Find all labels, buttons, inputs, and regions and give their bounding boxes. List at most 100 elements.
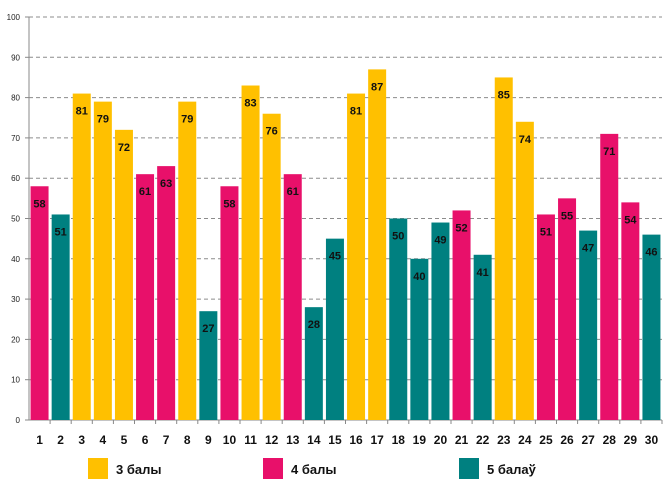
grid-layer — [29, 16, 662, 381]
x-tick-label: 11 — [244, 433, 257, 447]
label-layer: 58 51 81 79 72 61 63 79 27 58 83 76 61 28 45 81 87 50 40 49… — [33, 81, 657, 335]
bar — [579, 230, 598, 420]
x-tick-label: 18 — [392, 433, 406, 447]
y-tick-label: 90 — [11, 53, 20, 62]
x-tick-label: 15 — [328, 433, 342, 447]
x-tick-label: 19 — [413, 433, 427, 447]
x-tick-label: 2 — [57, 433, 64, 447]
legend-label: 3 балы — [116, 462, 161, 477]
x-tick-label: 29 — [624, 433, 638, 447]
data-label: 63 — [160, 178, 172, 190]
legend-label: 5 балаў — [487, 462, 537, 477]
x-tick-label: 10 — [223, 433, 237, 447]
data-label: 61 — [139, 186, 151, 198]
data-label: 61 — [287, 186, 299, 198]
bar — [325, 238, 344, 420]
data-label: 51 — [55, 226, 67, 238]
bar — [347, 93, 366, 420]
bar — [157, 166, 176, 420]
x-tick-label: 20 — [434, 433, 448, 447]
bar — [621, 202, 640, 420]
bar — [389, 218, 408, 420]
data-label: 83 — [244, 98, 256, 110]
data-label: 72 — [118, 142, 130, 154]
data-label: 58 — [33, 198, 45, 210]
bar — [452, 210, 471, 420]
data-label: 81 — [76, 106, 88, 118]
bar — [136, 174, 155, 420]
bar — [93, 101, 112, 420]
data-label: 58 — [223, 198, 235, 210]
bar — [262, 113, 281, 420]
y-tick-label: 60 — [11, 174, 20, 183]
data-label: 46 — [645, 247, 657, 259]
data-label: 27 — [202, 323, 214, 335]
data-label: 49 — [434, 235, 446, 247]
data-label: 79 — [97, 114, 109, 126]
x-tick-label: 24 — [518, 433, 532, 447]
x-tick-label: 9 — [205, 433, 212, 447]
legend: 3 балы 4 балы 5 балаў — [88, 458, 537, 479]
bar — [304, 307, 323, 420]
y-tick-label: 80 — [11, 94, 20, 103]
data-label: 54 — [624, 214, 637, 226]
data-label: 55 — [561, 210, 573, 222]
y-tick-label: 40 — [11, 255, 20, 264]
x-tick-label: 28 — [603, 433, 617, 447]
bar — [600, 133, 619, 420]
data-label: 45 — [329, 251, 341, 263]
bar — [241, 85, 260, 420]
bar — [515, 121, 534, 420]
x-tick-label: 1 — [36, 433, 43, 447]
bar — [51, 214, 70, 420]
bar — [536, 214, 555, 420]
data-label: 52 — [455, 222, 467, 234]
x-tick-label: 3 — [78, 433, 85, 447]
x-tick-label: 25 — [539, 433, 553, 447]
bar — [30, 186, 49, 420]
bar — [72, 93, 91, 420]
y-tick-label: 0 — [16, 416, 21, 425]
legend-swatch — [88, 458, 108, 479]
data-label: 51 — [540, 226, 552, 238]
x-tick-label: 17 — [370, 433, 384, 447]
y-tick-label: 100 — [7, 13, 21, 22]
legend-item: 3 балы — [88, 458, 161, 479]
data-label: 87 — [371, 81, 383, 93]
bar — [283, 174, 302, 420]
data-label: 74 — [519, 134, 532, 146]
bar — [410, 258, 429, 420]
data-label: 41 — [477, 267, 489, 279]
x-tick-label: 5 — [121, 433, 128, 447]
data-label: 71 — [603, 146, 615, 158]
x-tick-label: 6 — [142, 433, 149, 447]
data-label: 50 — [392, 231, 404, 243]
bar — [368, 69, 387, 420]
bar — [473, 254, 492, 420]
data-label: 81 — [350, 106, 362, 118]
bar — [114, 129, 133, 420]
bar — [494, 77, 513, 420]
y-tick-label: 50 — [11, 215, 20, 224]
x-tick-label: 27 — [581, 433, 595, 447]
x-tick-label: 23 — [497, 433, 511, 447]
x-tick-label: 21 — [455, 433, 469, 447]
y-tick-label: 20 — [11, 335, 20, 344]
bar — [642, 234, 661, 420]
x-tick-label: 12 — [265, 433, 279, 447]
legend-swatch — [263, 458, 283, 479]
bar — [178, 101, 197, 420]
legend-item: 5 балаў — [459, 458, 537, 479]
x-tick-label: 7 — [163, 433, 170, 447]
x-tick-label: 13 — [286, 433, 300, 447]
legend-swatch — [459, 458, 479, 479]
bar — [220, 186, 239, 420]
data-label: 40 — [413, 271, 425, 283]
xtick-layer: 1 2 3 4 5 6 7 8 9 10 11 12 13 14 15 16 17 18 19 20 21 22 23 24 2… — [36, 433, 658, 447]
data-label: 79 — [181, 114, 193, 126]
x-tick-label: 16 — [349, 433, 363, 447]
axis-layer: 0 10 20 30 40 50 60 70 80 90 100 — [7, 13, 663, 425]
x-tick-label: 30 — [645, 433, 659, 447]
